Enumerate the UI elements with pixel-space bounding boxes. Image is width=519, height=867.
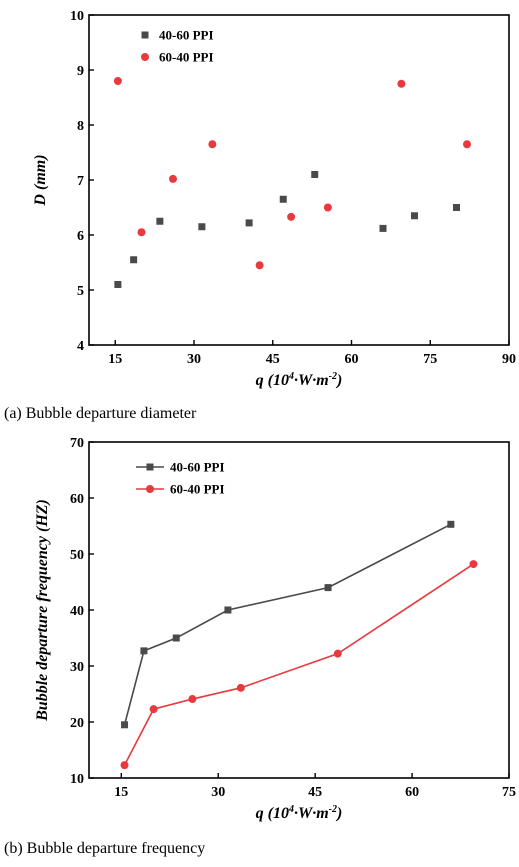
y-axis-title: D (mm) [32,154,49,206]
data-point [172,634,180,642]
data-point [255,261,264,270]
chart-bubble-departure-frequency: 15 30 45 60 75 10 20 30 40 50 60 70 q (104·W·m-2) Bub… [34,436,516,822]
data-point [287,212,296,221]
x-axis-title-part: (10 [268,805,289,822]
x-tick-label: 90 [502,352,516,367]
series-line [123,523,452,726]
x-axis-title-part: -2 [329,371,337,382]
data-point [397,79,406,88]
y-tick-label: 5 [77,284,84,299]
data-point [137,228,146,237]
data-point [463,140,471,149]
data-point [245,219,253,227]
y-tick-label: 40 [70,604,84,619]
caption-b: (b) Bubble departure frequency [4,840,206,857]
data-point [114,281,122,288]
series-line [123,563,474,766]
data-point [130,256,138,264]
y-tick-label: 6 [77,229,84,244]
x-axis-title: q (104·W·m-2) [256,371,343,389]
x-tick-label: 45 [266,352,280,367]
x-tick-label: 30 [211,785,225,800]
series-60-40-ppi [120,560,478,770]
legend-label: 60-40 PPI [170,482,225,497]
x-axis-title-part: 4 [288,371,294,382]
y-tick-label: 4 [77,339,84,354]
x-tick-label: 15 [114,785,128,800]
y-tick-label: 50 [70,548,84,563]
x-axis-title-part: ) [335,805,342,822]
x-tick-label: 45 [308,785,322,800]
legend-marker [141,31,149,39]
y-axis-title: Bubble departure frequency (HZ) [34,499,51,722]
data-point [469,560,478,569]
y-tick-label: 10 [70,9,84,24]
series-40-60-ppi [121,520,455,729]
y-tick-label: 60 [70,492,84,507]
y-tick-label: 7 [77,174,84,189]
series-40-60-ppi [114,171,460,288]
data-point [188,695,197,704]
plot-frame [88,14,510,346]
legend-item: 60-40 PPI [141,50,214,65]
y-tick-label: 8 [77,119,84,134]
legend-marker [146,485,154,493]
data-point [198,223,206,231]
legend-marker [146,463,154,471]
data-point [121,721,129,729]
data-point [379,224,387,232]
y-tick-label: 30 [70,660,84,675]
data-point [279,195,287,203]
data-point [324,584,332,592]
legend-item: 60-40 PPI [136,482,225,497]
x-tick-label: 60 [345,352,359,367]
x-axis-title-part: q [256,805,268,822]
x-tick-label: 60 [405,785,419,800]
legend-label: 60-40 PPI [159,50,214,65]
x-axis-title-part: -2 [329,804,337,815]
data-point [236,683,245,692]
y-tick-label: 20 [70,716,84,731]
legend-label: 40-60 PPI [170,460,225,475]
y-tick-label: 9 [77,64,84,79]
data-point [169,174,177,183]
data-point [323,203,332,212]
x-axis-title-part: (10 [268,372,289,389]
x-axis-title: q (104·W·m-2) [256,804,343,822]
data-point [140,647,148,655]
x-axis-title-part: ) [335,372,342,389]
x-tick-label: 75 [423,352,437,367]
data-point [411,212,418,220]
x-tick-label: 75 [502,785,516,800]
data-point [208,140,217,149]
data-point [156,217,164,225]
y-tick-label: 70 [70,436,84,451]
series-60-40-ppi [113,77,471,270]
data-point [453,204,460,211]
data-point [224,606,232,614]
data-point [120,761,129,770]
x-tick-label: 30 [187,352,201,367]
y-tick-label: 10 [70,772,84,787]
legend-item: 40-60 PPI [141,28,214,43]
data-point [113,77,122,85]
x-axis-title-part: ·W·m [294,805,329,822]
data-point [447,520,455,528]
legend-marker [141,53,149,61]
x-tick-label: 15 [108,352,122,367]
legend-item: 40-60 PPI [136,460,225,475]
x-axis-title-part: q [256,372,268,389]
caption-a: (a) Bubble departure diameter [4,405,197,422]
legend-label: 40-60 PPI [159,28,214,43]
data-point [333,649,342,658]
x-axis-title-part: ·W·m [294,372,329,389]
data-point [149,705,158,714]
x-axis-title-part: 4 [288,804,294,815]
data-point [311,171,319,178]
